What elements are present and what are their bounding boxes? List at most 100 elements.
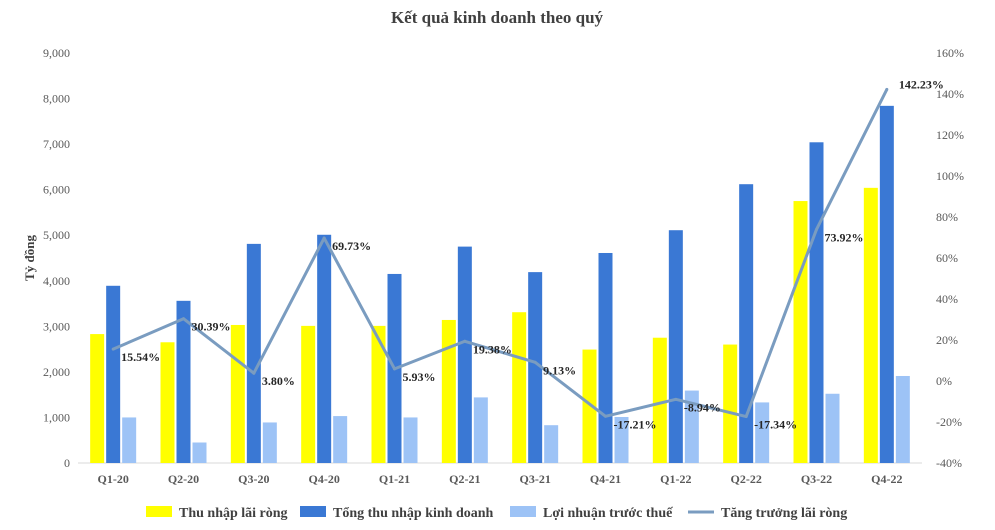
data-label: 15.54% — [121, 350, 160, 364]
bar-series-1 — [457, 246, 472, 463]
x-tick-label: Q4-22 — [871, 472, 902, 486]
bar-series-0 — [160, 342, 175, 463]
x-tick-label: Q3-22 — [801, 472, 832, 486]
legend-label: Tổng thu nhập kinh doanh — [333, 506, 494, 521]
data-label: 73.92% — [825, 230, 864, 244]
y2-tick-label: 160% — [936, 46, 964, 60]
x-tick-label: Q3-21 — [519, 472, 550, 486]
y2-tick-label: -20% — [936, 415, 962, 429]
x-tick-label: Q3-20 — [238, 472, 269, 486]
data-label: 69.73% — [332, 239, 371, 253]
y-tick-label: 1,000 — [43, 410, 70, 424]
line-point — [674, 397, 678, 401]
bar-series-2 — [333, 416, 348, 463]
bar-series-1 — [739, 184, 754, 463]
y-tick-label: 2,000 — [43, 365, 70, 379]
line-point — [393, 367, 396, 371]
bar-series-2 — [755, 402, 770, 463]
x-tick-label: Q2-21 — [449, 472, 480, 486]
data-label: -17.34% — [754, 418, 797, 432]
bar-series-0 — [652, 337, 667, 463]
line-point — [463, 339, 467, 343]
bar-series-1 — [106, 285, 121, 463]
y-tick-label: 9,000 — [43, 46, 70, 60]
bar-series-0 — [230, 324, 245, 463]
y2-tick-label: 80% — [936, 210, 958, 224]
bar-series-1 — [528, 272, 543, 463]
legend-label: Tăng trưởng lãi ròng — [721, 506, 847, 521]
chart-title: Kết quả kinh doanh theo quý — [391, 8, 604, 27]
line-point — [604, 414, 607, 418]
bar-series-0 — [371, 325, 386, 463]
line-point — [252, 371, 256, 375]
bar-series-0 — [512, 312, 527, 463]
bar-series-2 — [122, 417, 137, 463]
bar-series-0 — [90, 334, 105, 463]
y2-tick-label: 40% — [936, 292, 958, 306]
line-point — [533, 360, 537, 364]
line-point — [815, 227, 818, 231]
y2-tick-label: 140% — [936, 87, 964, 101]
line-point — [885, 87, 889, 91]
data-label: 30.39% — [192, 320, 231, 334]
y-tick-label: 7,000 — [43, 137, 70, 151]
line-series-3 — [112, 88, 889, 419]
y-tick-label: 5,000 — [43, 228, 70, 242]
bar-series-0 — [441, 319, 456, 463]
y-tick-label: 4,000 — [43, 274, 70, 288]
bar-series-1 — [879, 105, 894, 463]
data-label: -8.94% — [684, 400, 721, 414]
y-tick-label: 0 — [64, 456, 70, 470]
y-axis-label: Tỷ đồng — [22, 235, 37, 281]
x-tick-label: Q2-22 — [730, 472, 761, 486]
bar-series-2 — [544, 425, 559, 463]
legend-label: Lợi nhuận trước thuế — [543, 506, 673, 521]
bar-series-1 — [598, 252, 613, 463]
bar-series-2 — [192, 442, 207, 463]
data-label: 3.80% — [262, 374, 295, 388]
data-label: 19.38% — [473, 342, 512, 356]
bar-series-1 — [668, 230, 683, 463]
bar-series-1 — [809, 142, 824, 464]
x-tick-label: Q1-22 — [660, 472, 691, 486]
line-point — [111, 347, 115, 351]
bar-series-2 — [895, 375, 910, 463]
bar-series-2 — [473, 397, 488, 463]
line-point — [322, 236, 326, 240]
data-label: 5.93% — [403, 370, 436, 384]
legend-label: Thu nhập lãi ròng — [179, 506, 288, 521]
bar-series-1 — [317, 234, 332, 463]
bar-series-2 — [403, 417, 418, 463]
x-tick-label: Q2-20 — [168, 472, 199, 486]
bar-series-2 — [262, 422, 277, 463]
y-tick-label: 6,000 — [43, 183, 70, 197]
legend-swatch — [300, 506, 326, 517]
bar-series-1 — [246, 243, 261, 463]
bar-series-0 — [723, 344, 738, 463]
bar-series-0 — [582, 349, 597, 463]
x-tick-label: Q1-21 — [379, 472, 410, 486]
line-point — [182, 317, 185, 321]
bar-series-2 — [825, 393, 840, 463]
y2-tick-label: 120% — [936, 128, 964, 142]
bar-series-2 — [614, 416, 629, 463]
data-label: -17.21% — [614, 417, 657, 431]
data-label: 9.13% — [543, 363, 576, 377]
line-point — [744, 415, 748, 419]
y-tick-label: 8,000 — [43, 92, 70, 106]
bar-series-0 — [863, 187, 878, 463]
x-tick-label: Q4-21 — [590, 472, 621, 486]
legend-swatch — [146, 506, 172, 517]
y2-tick-label: 0% — [936, 374, 952, 388]
bar-series-1 — [176, 300, 191, 463]
legend-swatch — [510, 506, 536, 517]
bar-series-0 — [301, 325, 316, 463]
legend: Thu nhập lãi ròng Tổng thu nhập kinh doan… — [146, 506, 847, 521]
y2-tick-label: 100% — [936, 169, 964, 183]
plot-area: 0 1,000 2,000 3,000 4,000 5,000 6,000 7,000 8,00… — [43, 46, 964, 486]
bar-series-2 — [684, 390, 699, 463]
y2-tick-label: -40% — [936, 456, 962, 470]
data-label: 142.23% — [899, 77, 944, 91]
x-tick-label: Q1-20 — [97, 472, 128, 486]
